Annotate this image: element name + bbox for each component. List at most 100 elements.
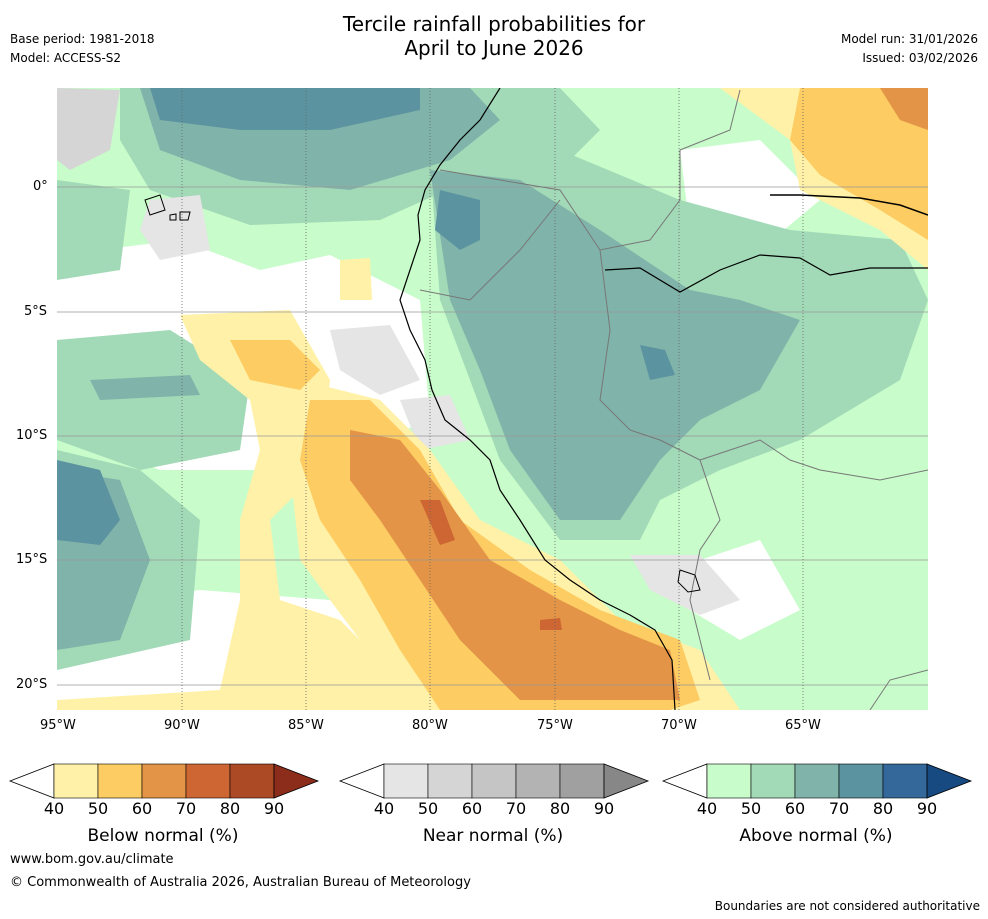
- model-run-label: Model run: 31/01/2026: [840, 32, 978, 46]
- above-normal-tick-label: 70: [828, 799, 850, 818]
- lat-label: 10°S: [16, 428, 48, 443]
- below-normal-tick-label: 60: [131, 799, 153, 818]
- above-normal-70: [57, 460, 120, 545]
- near-normal-tick-label: 40: [373, 799, 395, 818]
- galapagos-island: [179, 211, 191, 221]
- below-normal-title: Below normal (%): [87, 826, 239, 846]
- above-normal-50: [57, 330, 250, 470]
- near-normal-50: [57, 88, 120, 170]
- model-label: Model: ACCESS-S2: [10, 51, 122, 65]
- above-normal-swatch: [794, 763, 840, 799]
- above-normal-title: Above normal (%): [739, 826, 893, 846]
- near-normal-swatch: [383, 763, 429, 799]
- ecuador-peru-border: [419, 199, 561, 301]
- page-title: Tercile rainfall probabilities for April…: [0, 12, 988, 60]
- below-normal-60: [880, 88, 928, 130]
- near-normal-40: [140, 195, 210, 260]
- below-normal-swatch: [141, 763, 187, 799]
- lon-label: 80°W: [412, 718, 448, 733]
- below-normal-tick-label: 50: [87, 799, 109, 818]
- lake-titicaca: [677, 569, 701, 593]
- map-fill-layer: [57, 88, 928, 710]
- below-normal-70: [540, 618, 562, 630]
- lon-label: 90°W: [164, 718, 200, 733]
- near-normal-swatch: [515, 763, 561, 799]
- title-line-1: Tercile rainfall probabilities for: [342, 12, 646, 36]
- near-normal-40: [330, 325, 420, 395]
- above-normal-swatch: [882, 763, 928, 799]
- colorbar-legend: [8, 763, 973, 799]
- above-normal-tick-label: 60: [784, 799, 806, 818]
- above-normal-tick-label: 40: [696, 799, 718, 818]
- near-normal-tick-label: 70: [505, 799, 527, 818]
- near-normal-tick-label: 50: [417, 799, 439, 818]
- base-period-label: Base period: 1981-2018: [10, 32, 155, 46]
- lon-label: 75°W: [537, 718, 573, 733]
- lat-label: 5°S: [24, 304, 48, 319]
- bolivia-brazil-border: [699, 439, 928, 481]
- below-normal-under-triangle: [8, 763, 55, 799]
- website-link[interactable]: www.bom.gov.au/climate: [10, 852, 174, 867]
- above-normal-50: [57, 180, 130, 280]
- near-normal-tick-label: 90: [593, 799, 615, 818]
- coastline: [399, 88, 676, 710]
- near-normal-title: Near normal (%): [422, 826, 564, 846]
- boundary-disclaimer: Boundaries are not considered authoritat…: [714, 899, 980, 913]
- above-normal-60: [430, 170, 800, 520]
- below-normal-swatch: [97, 763, 143, 799]
- below-normal-tick-label: 90: [263, 799, 285, 818]
- near-normal-swatch: [427, 763, 473, 799]
- graticule: [57, 186, 928, 686]
- lon-label: 65°W: [785, 718, 821, 733]
- galapagos-island: [169, 213, 177, 221]
- below-normal-50: [230, 340, 320, 390]
- below-normal-over-triangle: [273, 763, 320, 799]
- lat-label: 15°S: [16, 552, 48, 567]
- below-normal-swatch: [229, 763, 275, 799]
- lat-label: 20°S: [16, 677, 48, 692]
- lat-label: 0°: [33, 179, 48, 194]
- copyright-notice: © Commonwealth of Australia 2026, Austra…: [10, 875, 471, 890]
- galapagos-island: [144, 194, 166, 216]
- above-normal-tick-label: 50: [740, 799, 762, 818]
- near-normal-over-triangle: [603, 763, 650, 799]
- no-signal-patch: [690, 540, 800, 640]
- below-normal-50: [790, 88, 928, 240]
- below-normal-tick-label: 40: [43, 799, 65, 818]
- above-normal-70: [640, 345, 675, 380]
- below-normal-tick-label: 70: [175, 799, 197, 818]
- above-normal-swatch: [750, 763, 796, 799]
- above-normal-tick-label: 90: [916, 799, 938, 818]
- near-normal-swatch: [471, 763, 517, 799]
- above-normal-swatch: [838, 763, 884, 799]
- below-normal-40: [340, 258, 372, 300]
- below-normal-60: [350, 430, 680, 700]
- amazon-river: [770, 194, 928, 216]
- boundaries: [144, 88, 928, 710]
- colombia-border: [439, 89, 741, 251]
- rainfall-probability-map: [57, 88, 928, 710]
- title-line-2: April to June 2026: [404, 36, 584, 60]
- paraguay-border: [869, 669, 928, 710]
- near-normal-40: [630, 555, 740, 615]
- near-normal-tick-label: 60: [461, 799, 483, 818]
- above-normal-over-triangle: [926, 763, 973, 799]
- above-normal-70: [435, 190, 480, 250]
- amazon-main-river: [604, 254, 928, 293]
- above-normal-tick-label: 80: [872, 799, 894, 818]
- below-normal-tick-label: 80: [219, 799, 241, 818]
- lon-label: 95°W: [40, 718, 76, 733]
- below-normal-40: [57, 310, 430, 710]
- issued-label: Issued: 03/02/2026: [862, 51, 978, 65]
- above-normal-swatch: [706, 763, 752, 799]
- below-normal-swatch: [53, 763, 99, 799]
- above-normal-70: [150, 88, 420, 130]
- below-normal-70: [420, 500, 455, 545]
- above-normal-60: [90, 375, 200, 400]
- near-normal-under-triangle: [338, 763, 385, 799]
- below-normal-swatch: [185, 763, 231, 799]
- colorbar-ticks: 40 50 60 70 80 90 40 50 60 70 80 90 40 50 60 70 80 90: [0, 799, 988, 821]
- lon-label: 70°W: [661, 718, 697, 733]
- lon-label: 85°W: [288, 718, 324, 733]
- near-normal-tick-label: 80: [549, 799, 571, 818]
